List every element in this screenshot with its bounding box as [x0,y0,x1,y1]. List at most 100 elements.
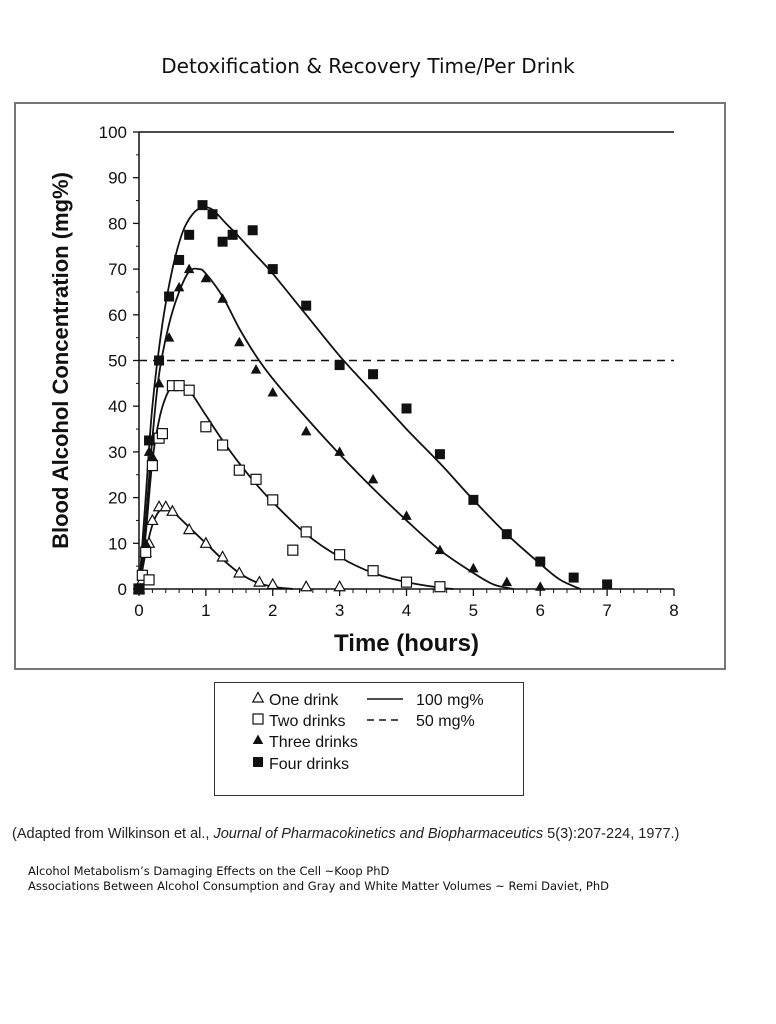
one-drink-point [266,577,280,590]
three-drinks-point [200,272,212,283]
legend-reference-100-label: 100 mg% [416,692,484,709]
x-tick-label: 4 [402,601,411,620]
two-drinks-point [146,460,158,472]
x-tick-label: 8 [669,601,678,620]
x-tick-label: 5 [469,601,478,620]
three-drinks-point [234,336,245,347]
four-drinks-point [334,360,345,371]
one-drink-point [333,579,346,592]
source-line: Associations Between Alcohol Consumption… [28,879,609,893]
x-tick-label: 6 [536,601,545,620]
one-drink-curve [138,508,293,590]
one-drink-point [159,499,173,512]
two-drinks-point [300,526,312,538]
two-drinks-point [200,421,212,433]
source-line: Alcohol Metabolism’s Damaging Effects on… [28,864,390,878]
one-drink-point [182,522,196,535]
one-drink-point [233,566,246,578]
two-drinks-point [233,464,245,476]
three-drinks-point [334,446,345,456]
three-drinks-point [163,332,175,342]
citation-suffix: 5(3):207-224, 1977.) [547,826,680,842]
chart-legend: One drink Two drinks Three drinks Four drin… [214,682,524,796]
legend-three-drinks-marker [252,734,264,744]
four-drinks-point [602,579,613,590]
x-tick-label: 1 [201,601,210,620]
four-drinks-curve [138,206,581,590]
one-drink-point [299,579,313,592]
three-drinks-point [300,425,312,436]
three-drinks-point [250,364,262,374]
legend-four-drinks-marker [253,757,263,767]
three-drinks-point [217,293,228,303]
one-drink-point [216,550,229,562]
y-tick-label: 90 [108,169,127,188]
one-drink-point [146,513,159,526]
x-tick-label: 7 [602,601,611,620]
four-drinks-point [247,225,258,236]
legend-graphic: One drink Two drinks Three drinks Four drin… [251,691,484,773]
four-drinks-point [197,200,208,211]
one-drink-point [253,575,266,587]
two-drinks-point [367,565,379,577]
four-drinks-point [207,209,218,220]
legend-two-drinks-label: Two drinks [269,713,345,730]
y-tick-label: 50 [108,352,127,371]
legend-three-drinks-label: Three drinks [269,734,358,751]
y-tick-label: 40 [108,397,127,416]
four-drinks-point [368,369,379,380]
two-drinks-point [216,439,229,451]
three-drinks-point [147,450,158,461]
legend-reference-50-label: 50 mg% [416,713,475,730]
four-drinks-point [267,264,278,275]
two-drinks-point [143,574,155,586]
four-drinks-point [217,236,228,247]
three-drinks-point [267,386,278,397]
three-drinks-point [153,377,165,388]
four-drinks-point [301,300,312,311]
two-drinks-point [434,581,446,593]
two-drinks-point [173,380,185,392]
citation: (Adapted from Wilkinson et al., Journal … [12,826,772,842]
two-drinks-point [287,544,299,556]
citation-prefix: (Adapted from Wilkinson et al., [12,826,210,842]
four-drinks-point [134,584,144,594]
four-drinks-point [144,435,155,446]
three-drinks-point [173,281,185,292]
three-drinks-point [367,473,379,484]
four-drinks-point [227,229,238,240]
two-drinks-point [250,473,262,485]
x-axis-label: Time (hours) [334,630,479,657]
three-drinks-point [501,576,513,587]
one-drink-point [166,504,179,516]
legend-four-drinks-label: Four drinks [269,756,349,773]
four-drinks-point [568,572,579,583]
y-tick-label: 80 [108,214,127,233]
three-drinks-point [183,263,195,274]
y-axis-label: Blood Alcohol Concentration (mg%) [48,172,73,549]
one-drink-point [199,536,213,548]
three-drinks-point [140,537,151,548]
y-tick-label: 0 [118,580,127,599]
four-drinks-point [164,291,175,302]
legend-one-drink-marker [251,691,265,703]
y-tick-label: 100 [99,123,127,142]
four-drinks-point [501,529,512,540]
x-tick-label: 3 [335,601,344,620]
two-drinks-point [156,428,169,440]
legend-one-drink-label: One drink [269,692,339,709]
three-drinks-curve [138,267,514,590]
x-tick-label: 0 [134,601,143,620]
two-drinks-point [267,494,279,506]
two-drinks-point [400,576,413,588]
chart-plot: 0 10 20 30 40 50 60 70 80 90 100 0 1 2 3 4 5 6 7 8 Time (hou… [48,123,679,657]
four-drinks-point [184,229,195,240]
y-tick-label: 10 [108,534,127,553]
y-tick-label: 20 [108,489,127,508]
two-drinks-point [140,546,152,559]
four-drinks-point [468,494,479,505]
three-drinks-point [401,510,412,520]
page-title: Detoxification & Recovery Time/Per Drink [161,54,575,78]
three-drinks-point [434,544,446,555]
x-tick-label: 2 [268,601,277,620]
